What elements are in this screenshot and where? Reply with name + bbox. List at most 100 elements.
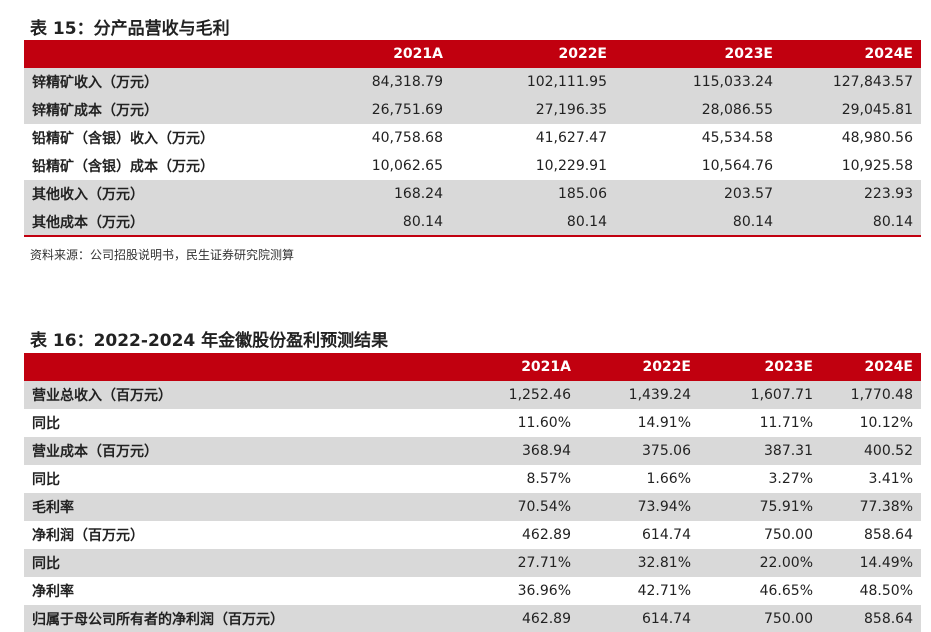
value-cell: 223.93 (781, 180, 921, 208)
value-cell: 10,062.65 (371, 158, 443, 174)
header-2021a: 2021A (384, 353, 579, 381)
value-cell: 3.41% (868, 471, 913, 487)
table-row: 营业总收入（百万元） 1,252.46 1,439.24 1,607.71 1,770.… (24, 381, 921, 409)
table-row: 净利率 36.96% 42.71% 46.65% 48.50% (24, 577, 921, 605)
value-cell: 1,439.24 (579, 381, 699, 409)
header-2023e: 2023E (615, 40, 781, 68)
row-label: 铅精矿（含银）成本（万元） (32, 159, 214, 175)
value-cell: 32.81% (579, 549, 699, 577)
table-row: 其他成本（万元） 80.14 80.14 80.14 80.14 (24, 208, 921, 237)
value-cell: 858.64 (864, 527, 913, 543)
source-note: 资料来源：公司招股说明书，民生证券研究院测算 (30, 248, 295, 262)
header-2021a: 2021A (269, 40, 451, 68)
row-label: 营业成本（百万元） (24, 437, 384, 465)
table-16-caption: 表 16：2022-2024 年金徽股份盈利预测结果 (30, 331, 389, 351)
value-cell: 858.64 (821, 605, 921, 632)
table-16: 2021A 2022E 2023E 2024E 营业总收入（百万元） 1,252.… (24, 353, 921, 632)
value-cell: 27,196.35 (451, 96, 615, 124)
value-cell: 80.14 (451, 208, 615, 237)
value-cell: 70.54% (384, 493, 579, 521)
value-cell: 75.91% (699, 493, 821, 521)
value-cell: 115,033.24 (615, 68, 781, 96)
value-cell: 387.31 (699, 437, 821, 465)
value-cell: 375.06 (579, 437, 699, 465)
value-cell: 29,045.81 (781, 96, 921, 124)
value-cell: 41,627.47 (535, 130, 607, 146)
value-cell: 36.96% (517, 583, 571, 599)
row-label: 锌精矿成本（万元） (24, 96, 269, 124)
value-cell: 10,229.91 (535, 158, 607, 174)
header-label-cell (24, 353, 384, 381)
table-header-row: 2021A 2022E 2023E 2024E (24, 353, 921, 381)
table-row: 锌精矿成本（万元） 26,751.69 27,196.35 28,086.55 29,0… (24, 96, 921, 124)
table-row: 同比 27.71% 32.81% 22.00% 14.49% (24, 549, 921, 577)
value-cell: 11.60% (517, 415, 571, 431)
value-cell: 73.94% (579, 493, 699, 521)
table-15-caption: 表 15：分产品营收与毛利 (30, 19, 230, 39)
table-row: 归属于母公司所有者的净利润（百万元） 462.89 614.74 750.00 858.… (24, 605, 921, 632)
value-cell: 614.74 (642, 527, 691, 543)
value-cell: 750.00 (764, 527, 813, 543)
row-label: 净利润（百万元） (32, 528, 144, 544)
value-cell: 185.06 (451, 180, 615, 208)
value-cell: 42.71% (637, 583, 691, 599)
value-cell: 10,564.76 (701, 158, 773, 174)
value-cell: 462.89 (522, 527, 571, 543)
value-cell: 8.57% (526, 471, 571, 487)
value-cell: 48.50% (859, 583, 913, 599)
value-cell: 27.71% (384, 549, 579, 577)
table-row: 净利润（百万元） 462.89 614.74 750.00 858.64 (24, 521, 921, 549)
value-cell: 1,607.71 (699, 381, 821, 409)
value-cell: 368.94 (384, 437, 579, 465)
row-label: 同比 (32, 416, 60, 432)
table-row: 毛利率 70.54% 73.94% 75.91% 77.38% (24, 493, 921, 521)
value-cell: 203.57 (615, 180, 781, 208)
row-label: 其他成本（万元） (24, 208, 269, 237)
value-cell: 77.38% (821, 493, 921, 521)
value-cell: 462.89 (384, 605, 579, 632)
table-15: 2021A 2022E 2023E 2024E 锌精矿收入（万元） 84,318.… (24, 40, 921, 237)
value-cell: 1,252.46 (384, 381, 579, 409)
value-cell: 400.52 (821, 437, 921, 465)
header-2023e: 2023E (699, 353, 821, 381)
header-2024e: 2024E (781, 40, 921, 68)
row-label: 净利率 (32, 584, 74, 600)
value-cell: 10,925.58 (841, 158, 913, 174)
value-cell: 11.71% (759, 415, 813, 431)
table-row: 铅精矿（含银）收入（万元） 40,758.68 41,627.47 45,534.58… (24, 124, 921, 152)
header-label-cell (24, 40, 269, 68)
row-label: 毛利率 (24, 493, 384, 521)
value-cell: 102,111.95 (451, 68, 615, 96)
value-cell: 80.14 (615, 208, 781, 237)
value-cell: 168.24 (269, 180, 451, 208)
value-cell: 127,843.57 (781, 68, 921, 96)
value-cell: 84,318.79 (269, 68, 451, 96)
header-2022e: 2022E (451, 40, 615, 68)
value-cell: 80.14 (269, 208, 451, 237)
table-row: 同比 11.60% 14.91% 11.71% 10.12% (24, 409, 921, 437)
table-row: 其他收入（万元） 168.24 185.06 203.57 223.93 (24, 180, 921, 208)
value-cell: 14.91% (637, 415, 691, 431)
value-cell: 1.66% (646, 471, 691, 487)
table-row: 锌精矿收入（万元） 84,318.79 102,111.95 115,033.24 12… (24, 68, 921, 96)
table-row: 铅精矿（含银）成本（万元） 10,062.65 10,229.91 10,564.76… (24, 152, 921, 180)
row-label: 锌精矿收入（万元） (24, 68, 269, 96)
table-row: 营业成本（百万元） 368.94 375.06 387.31 400.52 (24, 437, 921, 465)
value-cell: 48,980.56 (841, 130, 913, 146)
value-cell: 750.00 (699, 605, 821, 632)
table-header-row: 2021A 2022E 2023E 2024E (24, 40, 921, 68)
value-cell: 40,758.68 (371, 130, 443, 146)
row-label: 归属于母公司所有者的净利润（百万元） (24, 605, 384, 632)
header-2022e: 2022E (579, 353, 699, 381)
value-cell: 1,770.48 (821, 381, 921, 409)
value-cell: 10.12% (859, 415, 913, 431)
value-cell: 26,751.69 (269, 96, 451, 124)
row-label: 铅精矿（含银）收入（万元） (32, 131, 214, 147)
header-2024e: 2024E (821, 353, 921, 381)
value-cell: 614.74 (579, 605, 699, 632)
value-cell: 22.00% (699, 549, 821, 577)
value-cell: 3.27% (768, 471, 813, 487)
row-label: 其他收入（万元） (24, 180, 269, 208)
value-cell: 45,534.58 (701, 130, 773, 146)
value-cell: 14.49% (821, 549, 921, 577)
